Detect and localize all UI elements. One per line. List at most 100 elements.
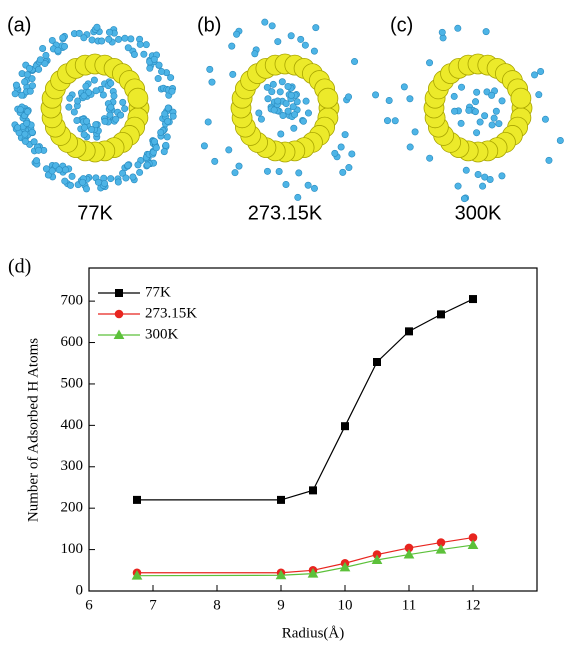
h-atom [305, 182, 311, 188]
h-atom [122, 35, 128, 41]
h-atom [81, 131, 87, 137]
h-atom [111, 93, 117, 99]
h-atom [125, 45, 131, 51]
h-atom [108, 104, 114, 110]
panel-label: (c) [390, 14, 413, 36]
y-tick-label: 500 [61, 375, 84, 391]
h-atom [113, 116, 119, 122]
x-tick-label: 11 [402, 597, 416, 613]
h-atom [276, 168, 282, 174]
h-atom [35, 147, 41, 153]
h-atom [91, 77, 97, 83]
marker [469, 541, 478, 549]
h-atom [151, 56, 157, 62]
h-atom [232, 169, 238, 175]
h-atom [264, 168, 270, 174]
h-atom [156, 62, 162, 68]
h-atom [531, 72, 537, 78]
h-atom [496, 120, 502, 126]
h-atom [67, 182, 73, 188]
h-atom [212, 158, 218, 164]
h-atom [230, 71, 236, 77]
h-atom [536, 91, 542, 97]
h-atom [22, 131, 28, 137]
h-atom [291, 125, 297, 131]
h-atom [542, 116, 548, 122]
h-atom [66, 104, 72, 110]
h-atom [296, 170, 302, 176]
h-atom [31, 139, 37, 145]
h-atom [285, 108, 291, 114]
h-atom [288, 92, 294, 98]
h-atom [278, 131, 284, 137]
h-atom [392, 118, 398, 124]
h-atom [125, 162, 131, 168]
h-atom [461, 195, 467, 201]
c-atom [128, 88, 148, 108]
panel-caption: 77K [77, 202, 113, 224]
legend-marker [116, 290, 123, 297]
h-atom [407, 144, 413, 150]
h-atom [472, 98, 478, 104]
x-tick-label: 9 [277, 597, 285, 613]
h-atom [466, 107, 472, 113]
h-atom [27, 88, 33, 94]
h-atom [131, 51, 137, 57]
h-atom [481, 113, 487, 119]
h-atom [21, 79, 27, 85]
h-atom [61, 43, 67, 49]
h-atom [130, 174, 136, 180]
h-atom [93, 87, 99, 93]
y-tick-label: 300 [61, 458, 84, 474]
h-atom [157, 129, 163, 135]
h-atom [121, 105, 127, 111]
h-atom [35, 66, 41, 72]
legend-label: 300K [145, 326, 179, 342]
h-atom [280, 112, 286, 118]
x-tick-label: 6 [85, 597, 93, 613]
h-atom [43, 52, 49, 58]
h-atom [346, 164, 352, 170]
marker [438, 311, 445, 318]
panel-caption: 300K [455, 202, 502, 224]
h-atom [153, 145, 159, 151]
h-atom [295, 194, 301, 200]
y-tick-label: 0 [76, 582, 84, 598]
h-atom [349, 151, 355, 157]
h-atom [71, 109, 77, 115]
h-atom [147, 65, 153, 71]
h-atom [26, 65, 32, 71]
h-atom [487, 176, 493, 182]
h-atom [473, 89, 479, 95]
h-atom [201, 143, 207, 149]
legend-label: 77K [145, 284, 171, 300]
legend-marker [115, 310, 123, 318]
h-atom [372, 92, 378, 98]
h-atom [23, 120, 29, 126]
h-atom [83, 186, 89, 192]
h-atom [283, 181, 289, 187]
h-atom [479, 183, 485, 189]
y-tick-label: 600 [61, 334, 84, 350]
h-atom [83, 83, 89, 89]
h-atom [144, 162, 150, 168]
marker [406, 328, 413, 335]
x-tick-label: 8 [213, 597, 221, 613]
h-atom [62, 167, 68, 173]
x-axis-label: Radius(Å) [282, 625, 345, 641]
h-atom [499, 173, 505, 179]
h-atom [265, 96, 271, 102]
molecule [201, 19, 379, 201]
h-atom [128, 36, 134, 42]
h-atom [311, 48, 317, 54]
h-atom [98, 38, 104, 44]
h-atom [170, 113, 176, 119]
c-atom [511, 88, 531, 108]
h-atom [269, 88, 275, 94]
marker [374, 359, 381, 366]
h-atom [141, 51, 147, 57]
series-line [137, 299, 473, 500]
h-atom [279, 79, 285, 85]
h-atom [102, 118, 108, 124]
marker [342, 423, 349, 430]
